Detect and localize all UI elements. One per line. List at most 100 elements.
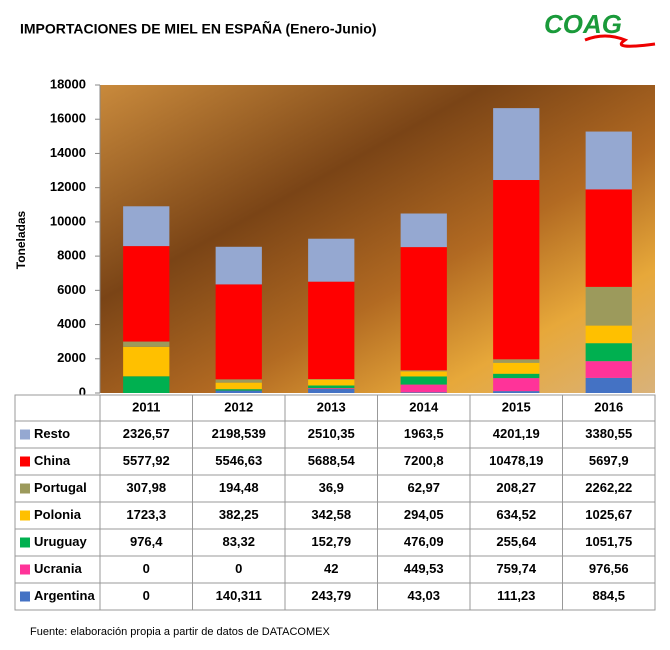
bar-segment: [585, 343, 632, 362]
legend-label: Ucrania: [34, 561, 82, 576]
table-value: 976,4: [130, 534, 163, 549]
bar-segment: [400, 213, 447, 248]
y-axis-label: Toneladas: [14, 210, 28, 269]
bar-segment: [308, 379, 355, 386]
bar-segment: [400, 392, 447, 393]
y-tick-label: 6000: [57, 282, 86, 297]
y-tick-label: 4000: [57, 316, 86, 331]
table-value: 42: [324, 561, 338, 576]
legend-swatch: [20, 456, 30, 467]
table-value: 1025,67: [585, 507, 632, 522]
source: Fuente: elaboración propia a partir de d…: [30, 626, 330, 638]
table-value: 111,23: [497, 588, 535, 603]
bar-segment: [585, 189, 632, 287]
table-value: 243,79: [311, 588, 351, 603]
table-value: 7200,8: [404, 453, 444, 468]
bar-segment: [400, 371, 447, 377]
table-value: 342,58: [311, 507, 351, 522]
table-value: 759,74: [496, 561, 537, 576]
y-tick-label: 8000: [57, 248, 86, 263]
x-tick-label: 2015: [502, 399, 531, 414]
table-value: 884,5: [592, 588, 625, 603]
bar-segment: [215, 246, 262, 285]
legend-label: China: [34, 453, 71, 468]
table-value: 255,64: [496, 534, 537, 549]
bar-segment: [123, 346, 170, 377]
y-tick-label: 12000: [50, 179, 86, 194]
y-tick-label: 0: [79, 384, 86, 399]
table-value: 307,98: [126, 480, 166, 495]
y-tick-label: 10000: [50, 213, 86, 228]
table-value: 152,79: [311, 534, 351, 549]
bar-segment: [123, 376, 170, 393]
bar-segment: [215, 389, 262, 391]
table-value: 62,97: [407, 480, 440, 495]
legend-swatch: [20, 537, 30, 548]
table-value: 5577,92: [123, 453, 170, 468]
bar-segment: [493, 373, 540, 379]
bar-segment: [123, 246, 170, 342]
table-value: 382,25: [219, 507, 259, 522]
bar-segment: [400, 376, 447, 385]
table-value: 140,311: [216, 588, 262, 603]
table-value: 294,05: [404, 507, 444, 522]
x-tick-label: 2011: [132, 399, 160, 414]
table-value: 194,48: [219, 480, 259, 495]
table-value: 36,9: [319, 480, 344, 495]
bar-segment: [308, 238, 355, 282]
bar-segment: [308, 388, 355, 389]
table-value: 5546,63: [215, 453, 262, 468]
chart-title: IMPORTACIONES DE MIEL EN ESPAÑA (Enero-J…: [20, 20, 377, 37]
table-value: 5697,9: [589, 453, 629, 468]
legend-swatch: [20, 483, 30, 494]
table-value: 83,32: [222, 534, 255, 549]
bar-segment: [585, 361, 632, 378]
bar-segment: [400, 384, 447, 393]
table-value: 0: [235, 561, 242, 576]
bar-segment: [308, 388, 355, 393]
bar-segment: [215, 284, 262, 380]
bar-segment: [215, 382, 262, 390]
legend-label: Polonia: [34, 507, 82, 522]
table-value: 1963,5: [404, 426, 444, 441]
legend-label: Portugal: [34, 480, 87, 495]
x-tick-label: 2012: [224, 399, 253, 414]
legend-swatch: [20, 429, 30, 440]
bar-segment: [493, 378, 540, 392]
bar-segment: [123, 206, 170, 247]
y-tick-label: 18000: [50, 76, 86, 91]
legend-swatch: [20, 510, 30, 521]
x-tick-label: 2013: [317, 399, 346, 414]
table-value: 208,27: [496, 480, 536, 495]
bar-segment: [585, 325, 632, 344]
table-value: 3380,55: [585, 426, 632, 441]
table-value: 976,56: [589, 561, 629, 576]
table-value: 0: [143, 561, 150, 576]
bar-segment: [585, 131, 632, 190]
plot-background: [100, 85, 655, 393]
table-value: 43,03: [407, 588, 440, 603]
bar-segment: [585, 377, 632, 393]
table-value: 2326,57: [123, 426, 170, 441]
table-value: 2510,35: [308, 426, 355, 441]
y-tick-label: 2000: [57, 350, 86, 365]
bar-segment: [215, 390, 262, 393]
table-value: 2198,539: [212, 426, 266, 441]
table-value: 1723,3: [126, 507, 166, 522]
bar-segment: [493, 362, 540, 374]
bar-segment: [308, 379, 355, 380]
bar-segment: [400, 370, 447, 372]
legend-label: Resto: [34, 426, 70, 441]
table-value: 5688,54: [308, 453, 356, 468]
bar-segment: [493, 391, 540, 393]
x-tick-label: 2016: [594, 399, 623, 414]
bar-segment: [493, 359, 540, 363]
table-value: 476,09: [404, 534, 444, 549]
legend-label: Uruguay: [34, 534, 88, 549]
bar-segment: [123, 341, 170, 347]
x-tick-label: 2014: [409, 399, 439, 414]
y-tick-label: 16000: [50, 111, 86, 126]
table-value: 2262,22: [585, 480, 632, 495]
legend-swatch: [20, 564, 30, 575]
